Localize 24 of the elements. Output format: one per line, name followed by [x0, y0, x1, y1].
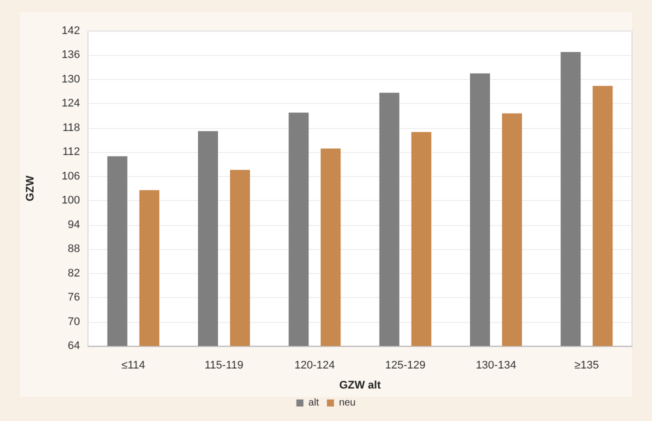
y-tick-label: 94 — [68, 218, 80, 231]
y-axis-title: GZW — [24, 175, 36, 202]
x-tick-label: ≥135 — [574, 360, 599, 372]
x-tick-label: 125-129 — [385, 360, 426, 372]
y-tick-label: 106 — [62, 170, 80, 182]
x-axis-title: GZW alt — [339, 380, 382, 392]
y-tick-label: 130 — [62, 73, 80, 86]
y-tick-label: 124 — [62, 98, 80, 110]
y-tick-label: 76 — [68, 292, 80, 304]
legend-label: neu — [338, 398, 356, 408]
x-tick-label: 130-134 — [476, 360, 516, 372]
x-tick-label: 120-124 — [294, 360, 335, 372]
y-tick-label: 82 — [68, 267, 80, 280]
x-tick-label: ≤114 — [122, 360, 146, 372]
y-tick-label: 70 — [68, 316, 80, 328]
y-tick-label: 112 — [62, 146, 80, 158]
y-tick-label: 100 — [62, 194, 80, 207]
x-tick-label: 115-119 — [204, 360, 244, 372]
legend-label: alt — [308, 398, 320, 408]
y-tick-label: 64 — [68, 340, 80, 352]
y-tick-label: 118 — [62, 122, 80, 134]
y-tick-label: 142 — [62, 25, 80, 37]
y-tick-label: 88 — [68, 243, 80, 256]
y-tick-label: 136 — [62, 49, 80, 62]
